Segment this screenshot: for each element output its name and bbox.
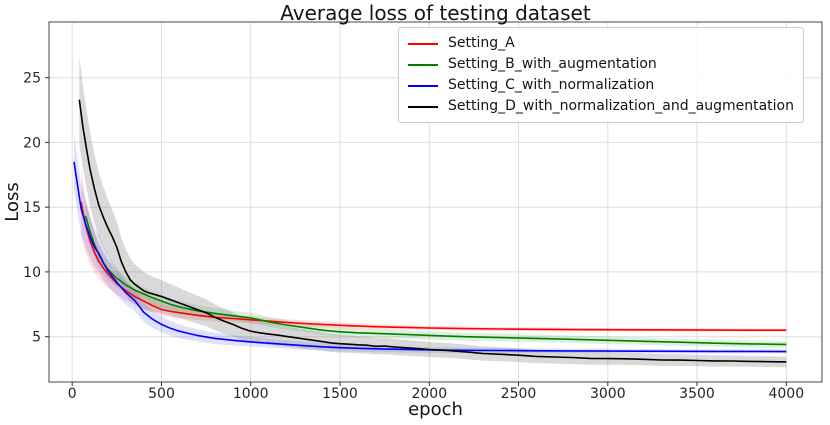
legend-line-sample [408, 63, 438, 66]
axes-spines [48, 21, 823, 383]
chart-title: Average loss of testing dataset [280, 1, 591, 25]
y-tick-label: 15 [23, 200, 41, 216]
y-tick-label: 20 [23, 135, 41, 151]
legend-item-label: Setting_B_with_augmentation [448, 56, 657, 72]
y-tick-label: 10 [23, 265, 41, 281]
legend-line-sample [408, 105, 438, 108]
x-tick-label: 4000 [768, 386, 804, 402]
y-axis-label: Loss [2, 182, 23, 222]
legend-item: Setting_B_with_augmentation [408, 54, 794, 75]
x-tick-label: 1500 [322, 386, 358, 402]
legend-item-label: Setting_D_with_normalization_and_augment… [448, 98, 794, 114]
x-tick-label: 0 [68, 386, 77, 402]
y-tick-label: 5 [32, 330, 41, 346]
x-tick-label: 3500 [679, 386, 715, 402]
series-line-Setting_D_with_normalization_and_augmentation [78, 99, 787, 363]
x-tick-label: 1000 [233, 386, 269, 402]
legend-item: Setting_D_with_normalization_and_augment… [408, 96, 794, 117]
legend-item-label: Setting_C_with_normalization [448, 77, 655, 93]
x-tick-label: 3000 [590, 386, 626, 402]
legend: Setting_A Setting_B_with_augmentation Sett… [398, 27, 804, 123]
x-axis-label: epoch [408, 399, 463, 420]
legend-item: Setting_A [408, 33, 794, 54]
x-tick-label: 500 [148, 386, 175, 402]
y-tick-label: 25 [23, 71, 41, 87]
x-tick-label: 2000 [411, 386, 447, 402]
series-line-Setting_C_with_normalization [73, 161, 787, 353]
legend-line-sample [408, 42, 438, 45]
legend-item-label: Setting_A [448, 35, 515, 51]
series-line-Setting_B_with_augmentation [84, 215, 787, 346]
x-tick-label: 2500 [501, 386, 537, 402]
legend-line-sample [408, 84, 438, 87]
legend-item: Setting_C_with_normalization [408, 75, 794, 96]
